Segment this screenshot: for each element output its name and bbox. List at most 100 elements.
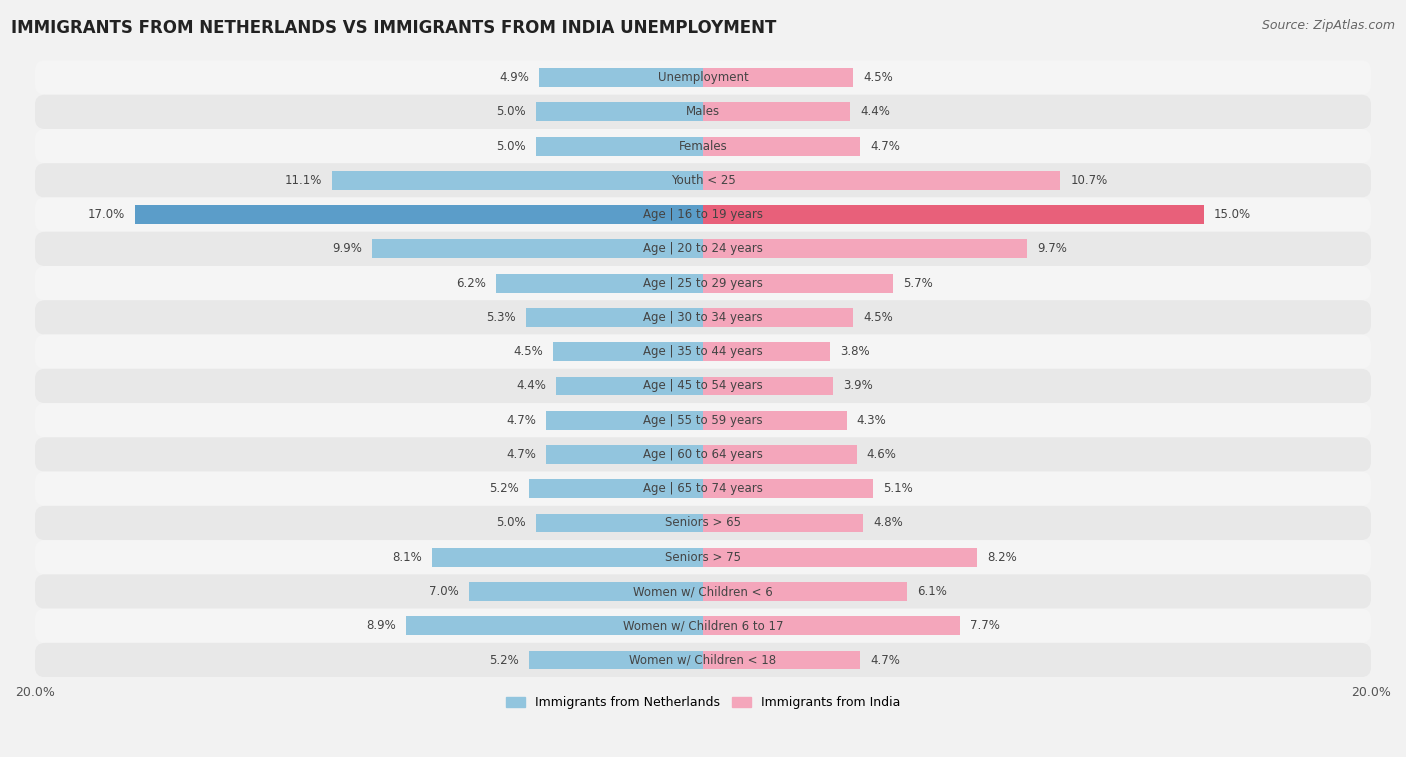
Text: 10.7%: 10.7% <box>1070 174 1108 187</box>
Bar <box>529 479 703 498</box>
Bar <box>703 308 853 327</box>
Text: Women w/ Children < 18: Women w/ Children < 18 <box>630 653 776 666</box>
Text: 5.0%: 5.0% <box>496 105 526 118</box>
FancyBboxPatch shape <box>35 643 1371 678</box>
Bar <box>433 548 703 567</box>
Text: Women w/ Children < 6: Women w/ Children < 6 <box>633 585 773 598</box>
Bar <box>135 205 703 224</box>
Bar <box>703 650 860 669</box>
Bar <box>406 616 703 635</box>
Text: IMMIGRANTS FROM NETHERLANDS VS IMMIGRANTS FROM INDIA UNEMPLOYMENT: IMMIGRANTS FROM NETHERLANDS VS IMMIGRANT… <box>11 19 776 37</box>
FancyBboxPatch shape <box>35 301 1371 335</box>
FancyBboxPatch shape <box>35 266 1371 301</box>
Text: 9.7%: 9.7% <box>1038 242 1067 255</box>
Text: Unemployment: Unemployment <box>658 71 748 84</box>
Bar <box>703 239 1026 258</box>
Text: 15.0%: 15.0% <box>1213 208 1251 221</box>
Text: Seniors > 75: Seniors > 75 <box>665 551 741 564</box>
FancyBboxPatch shape <box>35 129 1371 164</box>
FancyBboxPatch shape <box>35 164 1371 198</box>
Legend: Immigrants from Netherlands, Immigrants from India: Immigrants from Netherlands, Immigrants … <box>501 691 905 714</box>
Bar <box>703 68 853 87</box>
Bar <box>536 102 703 121</box>
Bar <box>526 308 703 327</box>
Text: 5.7%: 5.7% <box>904 276 934 290</box>
Bar <box>703 616 960 635</box>
FancyBboxPatch shape <box>35 506 1371 540</box>
Bar <box>703 411 846 430</box>
FancyBboxPatch shape <box>35 609 1371 643</box>
Text: Age | 45 to 54 years: Age | 45 to 54 years <box>643 379 763 392</box>
Text: 4.5%: 4.5% <box>513 345 543 358</box>
Text: 8.2%: 8.2% <box>987 551 1017 564</box>
Bar <box>553 342 703 361</box>
Text: Age | 55 to 59 years: Age | 55 to 59 years <box>643 413 763 427</box>
FancyBboxPatch shape <box>35 198 1371 232</box>
FancyBboxPatch shape <box>35 575 1371 609</box>
Text: 5.0%: 5.0% <box>496 516 526 529</box>
Bar <box>703 171 1060 190</box>
Bar <box>703 102 851 121</box>
Text: 4.4%: 4.4% <box>860 105 890 118</box>
Bar <box>536 513 703 532</box>
FancyBboxPatch shape <box>35 335 1371 369</box>
Text: 5.3%: 5.3% <box>486 311 516 324</box>
FancyBboxPatch shape <box>35 438 1371 472</box>
Text: Females: Females <box>679 139 727 153</box>
Bar <box>332 171 703 190</box>
Text: 3.9%: 3.9% <box>844 379 873 392</box>
Text: 4.7%: 4.7% <box>870 653 900 666</box>
FancyBboxPatch shape <box>35 369 1371 403</box>
Text: 8.9%: 8.9% <box>366 619 395 632</box>
Bar <box>703 479 873 498</box>
Text: Women w/ Children 6 to 17: Women w/ Children 6 to 17 <box>623 619 783 632</box>
Text: 5.0%: 5.0% <box>496 139 526 153</box>
Text: 4.3%: 4.3% <box>856 413 886 427</box>
Bar <box>703 274 893 292</box>
Bar <box>703 445 856 464</box>
Text: 7.0%: 7.0% <box>429 585 460 598</box>
Text: 6.2%: 6.2% <box>456 276 486 290</box>
Bar <box>703 513 863 532</box>
Bar <box>546 411 703 430</box>
Text: Males: Males <box>686 105 720 118</box>
Text: 5.1%: 5.1% <box>883 482 912 495</box>
Text: 3.8%: 3.8% <box>839 345 869 358</box>
FancyBboxPatch shape <box>35 403 1371 438</box>
Text: 4.7%: 4.7% <box>506 413 536 427</box>
Text: Age | 16 to 19 years: Age | 16 to 19 years <box>643 208 763 221</box>
Bar <box>496 274 703 292</box>
Text: 4.8%: 4.8% <box>873 516 903 529</box>
Text: 7.7%: 7.7% <box>970 619 1000 632</box>
Text: Source: ZipAtlas.com: Source: ZipAtlas.com <box>1261 19 1395 32</box>
Text: Seniors > 65: Seniors > 65 <box>665 516 741 529</box>
Text: 9.9%: 9.9% <box>332 242 363 255</box>
Bar <box>703 376 834 395</box>
Text: 4.4%: 4.4% <box>516 379 546 392</box>
Bar <box>529 650 703 669</box>
Bar <box>546 445 703 464</box>
Bar <box>536 137 703 155</box>
FancyBboxPatch shape <box>35 540 1371 575</box>
Text: Age | 35 to 44 years: Age | 35 to 44 years <box>643 345 763 358</box>
FancyBboxPatch shape <box>35 95 1371 129</box>
FancyBboxPatch shape <box>35 61 1371 95</box>
Text: 6.1%: 6.1% <box>917 585 946 598</box>
Text: 4.7%: 4.7% <box>870 139 900 153</box>
Bar <box>703 205 1204 224</box>
Text: 4.7%: 4.7% <box>506 448 536 461</box>
Text: 4.5%: 4.5% <box>863 71 893 84</box>
Text: Youth < 25: Youth < 25 <box>671 174 735 187</box>
Bar <box>703 137 860 155</box>
FancyBboxPatch shape <box>35 232 1371 266</box>
Text: 4.9%: 4.9% <box>499 71 529 84</box>
Bar <box>703 342 830 361</box>
Text: Age | 30 to 34 years: Age | 30 to 34 years <box>643 311 763 324</box>
Bar <box>555 376 703 395</box>
Text: 11.1%: 11.1% <box>285 174 322 187</box>
Text: Age | 65 to 74 years: Age | 65 to 74 years <box>643 482 763 495</box>
FancyBboxPatch shape <box>35 472 1371 506</box>
Bar <box>703 582 907 601</box>
Text: 8.1%: 8.1% <box>392 551 422 564</box>
Bar <box>703 548 977 567</box>
